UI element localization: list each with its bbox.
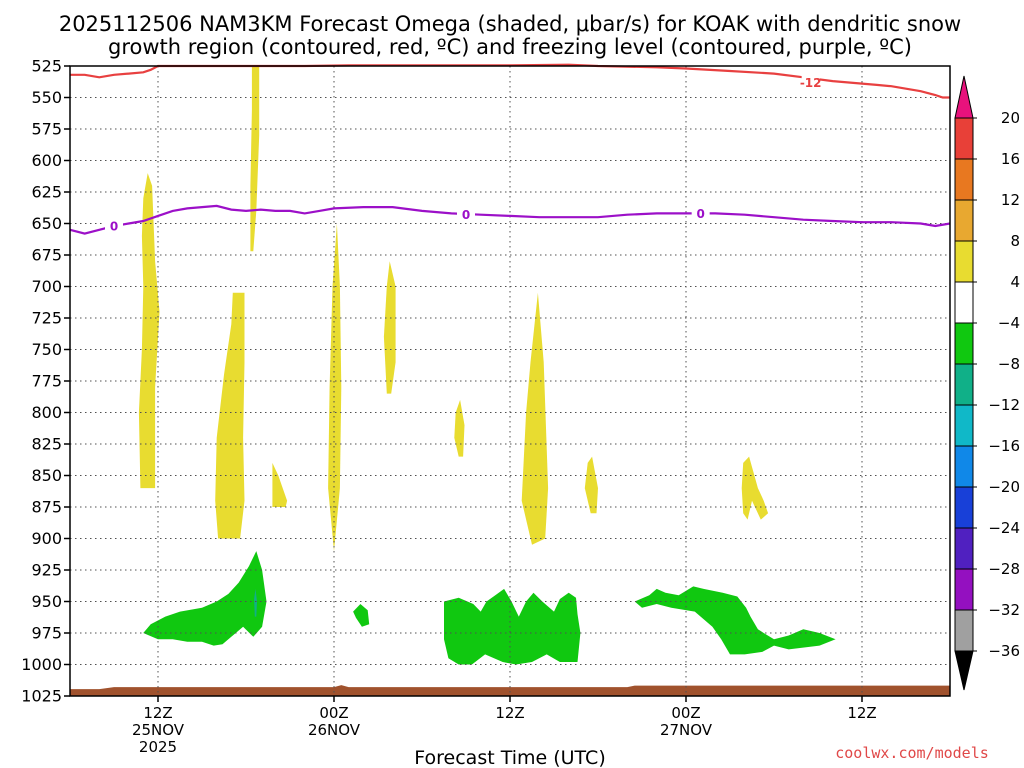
omega-shading-layer xyxy=(138,66,836,665)
contour-label-3: 0 xyxy=(696,207,704,221)
omega-region-5 xyxy=(383,261,396,394)
colorbar-label-1: 16 xyxy=(1001,150,1020,168)
colorbar-label-12: −32 xyxy=(988,601,1020,619)
y-tick-label-650: 650 xyxy=(31,214,62,233)
colorbar: 20 16 12 8 4 −4 −8 −12 −16 −20 −24 −28 −32 −36 xyxy=(954,75,1020,691)
y-tick-label-825: 825 xyxy=(31,435,62,454)
colorbar-box-8 xyxy=(954,404,974,447)
colorbar-box-5 xyxy=(954,281,974,324)
y-tick-label-750: 750 xyxy=(31,340,62,359)
x-axis-label: Forecast Time (UTC) xyxy=(414,747,605,768)
y-tick-label-575: 575 xyxy=(31,120,62,139)
contour-label-1: 0 xyxy=(110,220,118,234)
y-tick-label-725: 725 xyxy=(31,309,62,328)
colorbar-label-3: 8 xyxy=(1010,232,1020,250)
omega-region-13 xyxy=(634,586,836,655)
colorbar-label-0: 20 xyxy=(1001,109,1020,127)
contour-label-bg-0 xyxy=(801,75,820,90)
y-tick-label-800: 800 xyxy=(31,403,62,422)
colorbar-box-3 xyxy=(954,199,974,242)
y-tick-label-900: 900 xyxy=(31,529,62,548)
x-tick-label-6-2: 2025 xyxy=(139,738,177,756)
y-tick-label-550: 550 xyxy=(31,88,62,107)
colorbar-box-13 xyxy=(954,609,974,652)
x-tick-label-54-0: 12Z xyxy=(847,704,876,722)
colorbar-top-arrow xyxy=(954,75,974,119)
colorbar-label-6: −8 xyxy=(998,355,1020,373)
y-tick-label-600: 600 xyxy=(31,151,62,170)
y-tick-label-875: 875 xyxy=(31,498,62,517)
colorbar-box-11 xyxy=(954,527,974,570)
omega-region-8 xyxy=(584,456,598,514)
omega-region-14 xyxy=(254,588,257,617)
colorbar-box-12 xyxy=(954,568,974,611)
colorbar-box-2 xyxy=(954,158,974,201)
x-tick-label-18-1: 26NOV xyxy=(308,721,361,739)
y-tick-label-675: 675 xyxy=(31,246,62,265)
colorbar-box-10 xyxy=(954,486,974,529)
x-tick-label-42-1: 27NOV xyxy=(660,721,713,739)
colorbar-box-4 xyxy=(954,240,974,283)
y-tick-label-925: 925 xyxy=(31,561,62,580)
contour-line-1 xyxy=(69,204,951,235)
colorbar-label-4: 4 xyxy=(1010,273,1020,291)
omega-region-6 xyxy=(454,399,465,457)
omega-region-9 xyxy=(741,456,769,520)
omega-region-3 xyxy=(272,462,288,507)
colorbar-label-2: 12 xyxy=(1001,191,1020,209)
contour-layer: -12 0 0 0 xyxy=(69,63,951,235)
colorbar-label-5: −4 xyxy=(998,314,1020,332)
colorbar-label-8: −16 xyxy=(988,437,1020,455)
y-tick-label-525: 525 xyxy=(31,57,62,76)
x-tick-label-18-0: 00Z xyxy=(319,704,348,722)
omega-region-0 xyxy=(138,173,160,489)
colorbar-label-13: −36 xyxy=(988,642,1020,660)
contour-label-2: 0 xyxy=(462,208,470,222)
x-tick-label-6-1: 25NOV xyxy=(132,721,185,739)
y-axis: 525 550 575 600 625 650 675 700 725 750 775 800 825 8… xyxy=(21,57,70,706)
chart-title-line-2: growth region (contoured, red, ºC) and f… xyxy=(108,35,912,59)
colorbar-label-9: −20 xyxy=(988,478,1020,496)
y-tick-label-700: 700 xyxy=(31,277,62,296)
y-tick-label-850: 850 xyxy=(31,466,62,485)
contour-label-bg-1 xyxy=(105,219,123,234)
colorbar-label-7: −12 xyxy=(988,396,1020,414)
omega-region-12 xyxy=(444,588,581,665)
colorbar-label-10: −24 xyxy=(988,519,1020,537)
y-tick-label-1025: 1025 xyxy=(21,687,62,706)
colorbar-box-7 xyxy=(954,363,974,406)
x-tick-label-42-0: 00Z xyxy=(671,704,700,722)
omega-region-11 xyxy=(353,604,370,627)
colorbar-box-9 xyxy=(954,445,974,488)
colorbar-label-11: −28 xyxy=(988,560,1020,578)
omega-region-7 xyxy=(521,292,549,545)
surface-band xyxy=(70,685,950,696)
chart-title-line-1: 2025112506 NAM3KM Forecast Omega (shaded… xyxy=(59,12,961,36)
colorbar-bottom-arrow xyxy=(954,650,974,691)
credit-text: coolwx.com/models xyxy=(835,744,989,762)
contour-label-bg-3 xyxy=(691,206,710,221)
contour-label-bg-2 xyxy=(457,207,475,222)
y-tick-label-775: 775 xyxy=(31,372,62,391)
x-tick-label-6-0: 12Z xyxy=(143,704,172,722)
x-tick-label-30-0: 12Z xyxy=(495,704,524,722)
y-tick-label-1000: 1000 xyxy=(21,655,62,674)
omega-region-10 xyxy=(143,551,267,646)
grid-lines xyxy=(70,66,950,696)
y-tick-label-950: 950 xyxy=(31,592,62,611)
y-tick-label-625: 625 xyxy=(31,183,62,202)
omega-region-1 xyxy=(215,292,245,539)
omega-region-4 xyxy=(328,223,342,552)
surface-band-fill xyxy=(70,685,950,696)
omega-region-2 xyxy=(250,66,260,252)
colorbar-box-6 xyxy=(954,322,974,365)
y-tick-label-975: 975 xyxy=(31,624,62,643)
contour-label-0: -12 xyxy=(800,76,822,90)
colorbar-box-1 xyxy=(954,117,974,160)
